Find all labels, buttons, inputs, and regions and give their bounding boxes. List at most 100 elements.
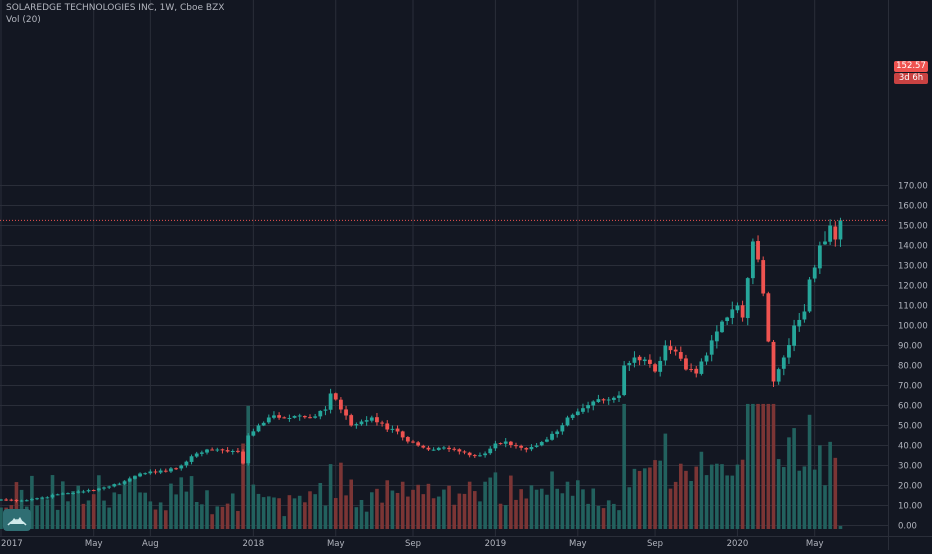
volume-legend[interactable]: Vol (20)	[6, 15, 41, 25]
candle[interactable]	[158, 468, 163, 475]
candle[interactable]	[642, 356, 647, 366]
candle[interactable]	[308, 414, 312, 419]
candle[interactable]	[622, 361, 627, 397]
candle[interactable]	[143, 472, 148, 475]
candle[interactable]	[313, 413, 318, 419]
candle[interactable]	[709, 335, 714, 362]
candle[interactable]	[766, 291, 771, 343]
candle[interactable]	[220, 448, 225, 454]
candle[interactable]	[611, 396, 616, 403]
candle[interactable]	[4, 498, 9, 502]
candle[interactable]	[45, 496, 50, 499]
candle[interactable]	[230, 449, 235, 455]
candle[interactable]	[781, 355, 786, 376]
candle[interactable]	[797, 313, 802, 332]
candle[interactable]	[411, 439, 415, 444]
candle[interactable]	[704, 352, 709, 365]
candle[interactable]	[514, 442, 518, 449]
candle[interactable]	[735, 302, 740, 314]
candle[interactable]	[442, 446, 446, 450]
candle[interactable]	[751, 238, 755, 285]
symbol-legend[interactable]: SOLAREDGE TECHNOLOGIES INC, 1W, Cboe BZX	[6, 3, 225, 13]
candle[interactable]	[678, 346, 683, 362]
candle[interactable]	[519, 444, 524, 451]
candle[interactable]	[462, 450, 467, 455]
candle[interactable]	[637, 355, 642, 366]
candle[interactable]	[426, 445, 431, 452]
candle[interactable]	[498, 442, 503, 445]
candle[interactable]	[596, 394, 601, 403]
candle[interactable]	[169, 466, 173, 473]
candle[interactable]	[66, 492, 70, 495]
candle[interactable]	[503, 438, 508, 448]
candle[interactable]	[354, 422, 359, 429]
candle[interactable]	[339, 397, 343, 414]
candle[interactable]	[524, 447, 529, 453]
candle[interactable]	[225, 447, 230, 453]
candle[interactable]	[359, 419, 364, 426]
candle[interactable]	[385, 420, 390, 432]
candle[interactable]	[436, 446, 441, 451]
candle[interactable]	[405, 436, 410, 444]
candle[interactable]	[364, 416, 369, 426]
candle[interactable]	[91, 489, 96, 492]
candle[interactable]	[184, 460, 189, 468]
candle[interactable]	[560, 422, 565, 435]
candle[interactable]	[333, 392, 338, 401]
candle[interactable]	[581, 403, 585, 414]
candle[interactable]	[689, 363, 693, 373]
candle[interactable]	[302, 415, 307, 419]
candle[interactable]	[745, 277, 750, 326]
candle[interactable]	[570, 413, 575, 421]
candle[interactable]	[199, 450, 204, 457]
candle[interactable]	[534, 443, 539, 448]
candle[interactable]	[344, 405, 348, 420]
candle[interactable]	[575, 408, 580, 416]
candle[interactable]	[802, 304, 807, 323]
candle[interactable]	[720, 320, 724, 333]
candle[interactable]	[272, 411, 276, 420]
candle[interactable]	[256, 423, 261, 433]
candle[interactable]	[241, 449, 245, 465]
candle[interactable]	[761, 256, 766, 297]
candle[interactable]	[632, 351, 637, 368]
candle[interactable]	[416, 441, 421, 447]
candle[interactable]	[483, 451, 487, 458]
candle[interactable]	[30, 497, 34, 502]
candle[interactable]	[261, 421, 266, 427]
candle[interactable]	[550, 431, 554, 441]
candle[interactable]	[488, 446, 493, 455]
candle[interactable]	[60, 492, 65, 495]
candle[interactable]	[421, 444, 426, 449]
candle[interactable]	[400, 430, 405, 441]
candle[interactable]	[266, 414, 271, 424]
candle[interactable]	[545, 436, 549, 443]
candle[interactable]	[14, 499, 19, 503]
candle[interactable]	[24, 499, 29, 502]
candle[interactable]	[447, 445, 451, 452]
candle[interactable]	[102, 486, 106, 491]
candle[interactable]	[565, 415, 570, 427]
candle[interactable]	[55, 493, 60, 496]
candle[interactable]	[673, 346, 678, 356]
candle[interactable]	[653, 362, 657, 373]
candle[interactable]	[194, 451, 199, 458]
candle[interactable]	[117, 482, 122, 485]
candle[interactable]	[163, 468, 168, 473]
candle[interactable]	[478, 452, 482, 457]
candle[interactable]	[658, 356, 663, 377]
candle[interactable]	[725, 316, 730, 326]
candle[interactable]	[555, 429, 560, 438]
candle[interactable]	[606, 397, 611, 405]
candle[interactable]	[282, 416, 287, 419]
candle[interactable]	[467, 451, 472, 458]
candle[interactable]	[9, 498, 14, 502]
candle[interactable]	[833, 221, 838, 247]
candle[interactable]	[349, 413, 354, 427]
candle[interactable]	[591, 400, 596, 411]
candle[interactable]	[668, 340, 673, 354]
candle[interactable]	[189, 454, 194, 465]
candle[interactable]	[699, 358, 704, 376]
candle[interactable]	[452, 447, 457, 452]
